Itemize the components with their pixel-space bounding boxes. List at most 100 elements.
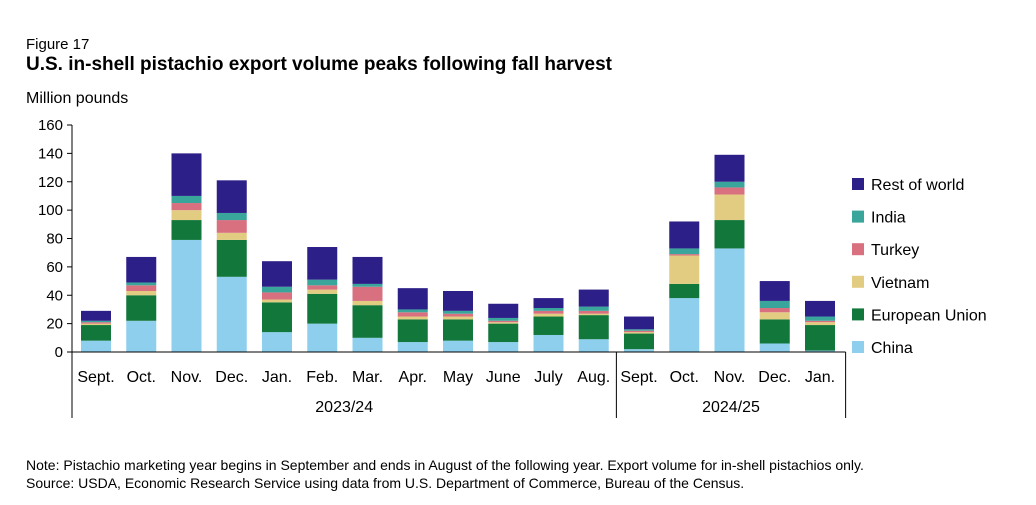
bar-segment-rest-of-world xyxy=(714,154,745,182)
bar-segment-turkey xyxy=(262,292,292,300)
bar-segment-rest-of-world xyxy=(624,316,654,330)
legend-swatch xyxy=(852,243,864,256)
bar-segment-india xyxy=(307,279,338,286)
bar-segment-vietnam xyxy=(126,290,157,296)
bar-segment-rest-of-world xyxy=(81,310,111,321)
x-tick-label: Feb. xyxy=(306,369,338,386)
bar-segment-india xyxy=(805,316,835,321)
bar-segment-vietnam xyxy=(443,316,473,320)
bar-segment-china xyxy=(624,349,654,352)
bar-segment-turkey xyxy=(216,220,247,233)
bar-segment-rest-of-world xyxy=(443,290,473,311)
bar-segment-vietnam xyxy=(262,299,292,303)
y-tick-label: 20 xyxy=(46,316,63,333)
bar-segment-india xyxy=(352,283,383,287)
y-axis-label: Million pounds xyxy=(26,90,129,107)
bar-segment-european-union xyxy=(578,315,609,340)
bar-segment-european-union xyxy=(443,319,473,341)
chart-source: Source: USDA, Economic Research Service … xyxy=(26,475,745,491)
x-tick-label: Aug. xyxy=(577,369,610,386)
bar-segment-rest-of-world xyxy=(126,256,157,283)
bar-segment-china xyxy=(805,350,835,352)
legend-label: China xyxy=(871,340,913,357)
bar-segment-vietnam xyxy=(397,316,428,320)
x-tick-label: June xyxy=(486,369,521,386)
bar-segment-turkey xyxy=(533,310,564,314)
bar-segment-european-union xyxy=(805,325,835,351)
x-tick-label: Sept. xyxy=(77,369,114,386)
bar-segment-india xyxy=(443,310,473,314)
bar-segment-turkey xyxy=(759,308,790,313)
bar-segment-rest-of-world xyxy=(397,288,428,310)
bar-segment-rest-of-world xyxy=(352,256,383,284)
legend-item: China xyxy=(852,340,913,357)
bar-segment-turkey xyxy=(171,203,202,211)
figure-label: Figure 17 xyxy=(26,36,90,53)
bar-segment-european-union xyxy=(216,239,247,277)
bar-segment-china xyxy=(488,342,519,352)
bar-segment-european-union xyxy=(759,319,790,344)
bar-segment-india xyxy=(624,329,654,331)
bar-stack xyxy=(759,281,790,352)
bar-segment-vietnam xyxy=(352,300,383,306)
bar-segment-china xyxy=(714,248,745,352)
bar-segment-turkey xyxy=(443,313,473,317)
bar-segment-vietnam xyxy=(171,210,202,221)
legend-item: Turkey xyxy=(852,242,919,259)
y-tick-label: 100 xyxy=(38,202,63,219)
bar-segment-european-union xyxy=(624,333,654,350)
y-tick-label: 140 xyxy=(38,145,63,162)
y-axis: 0 20 40 60 80 100 120 140 160 xyxy=(38,117,73,361)
bar-stack xyxy=(578,289,609,352)
bar-segment-rest-of-world xyxy=(805,300,835,317)
legend-item: India xyxy=(852,210,906,227)
bar-segment-vietnam xyxy=(805,322,835,326)
bar-segment-vietnam xyxy=(533,313,564,317)
bar-segment-turkey xyxy=(624,330,654,333)
legend-item: European Union xyxy=(852,307,987,324)
bar-segment-vietnam xyxy=(669,255,700,284)
y-tick-label: 60 xyxy=(46,259,63,276)
y-tick-label: 160 xyxy=(38,117,63,134)
bar-segment-india xyxy=(126,282,157,286)
bar-segment-turkey xyxy=(669,254,700,256)
bar-segment-china xyxy=(443,340,473,352)
bar-segment-turkey xyxy=(488,320,519,323)
legend-swatch xyxy=(852,178,864,190)
group-label: 2024/25 xyxy=(702,399,760,416)
bar-segment-turkey xyxy=(578,310,609,314)
bar-segment-india xyxy=(714,181,745,188)
bar-segment-china xyxy=(533,334,564,352)
y-tick-label: 40 xyxy=(46,287,63,304)
bar-segment-china xyxy=(352,337,383,352)
legend: Rest of world India Turkey Vietnam European … xyxy=(852,177,987,357)
bar-stack xyxy=(216,180,247,352)
bar-segment-rest-of-world xyxy=(759,281,790,301)
bar-segment-china xyxy=(397,342,428,352)
bar-stack xyxy=(307,247,338,352)
bar-segment-vietnam xyxy=(307,289,338,294)
bar-segment-turkey xyxy=(126,285,157,291)
bar-stack xyxy=(669,221,700,352)
x-tick-label: July xyxy=(534,369,562,386)
bars xyxy=(81,153,835,352)
bar-stack xyxy=(397,288,428,352)
y-tick-label: 80 xyxy=(46,231,63,248)
bar-segment-european-union xyxy=(307,293,338,324)
legend-swatch xyxy=(852,308,864,321)
bar-segment-turkey xyxy=(397,312,428,317)
bar-segment-rest-of-world xyxy=(488,303,519,318)
bar-segment-india xyxy=(216,212,247,221)
bar-segment-rest-of-world xyxy=(307,247,338,280)
bar-segment-india xyxy=(171,195,202,204)
bar-segment-turkey xyxy=(81,322,111,324)
x-tick-label: Apr. xyxy=(399,369,427,386)
bar-segment-turkey xyxy=(805,320,835,323)
bar-segment-china xyxy=(216,276,247,352)
bar-segment-european-union xyxy=(262,302,292,333)
bar-segment-european-union xyxy=(669,283,700,299)
bar-segment-rest-of-world xyxy=(262,261,292,287)
bar-segment-european-union xyxy=(352,305,383,338)
bar-segment-turkey xyxy=(352,286,383,301)
bar-segment-rest-of-world xyxy=(533,298,564,309)
